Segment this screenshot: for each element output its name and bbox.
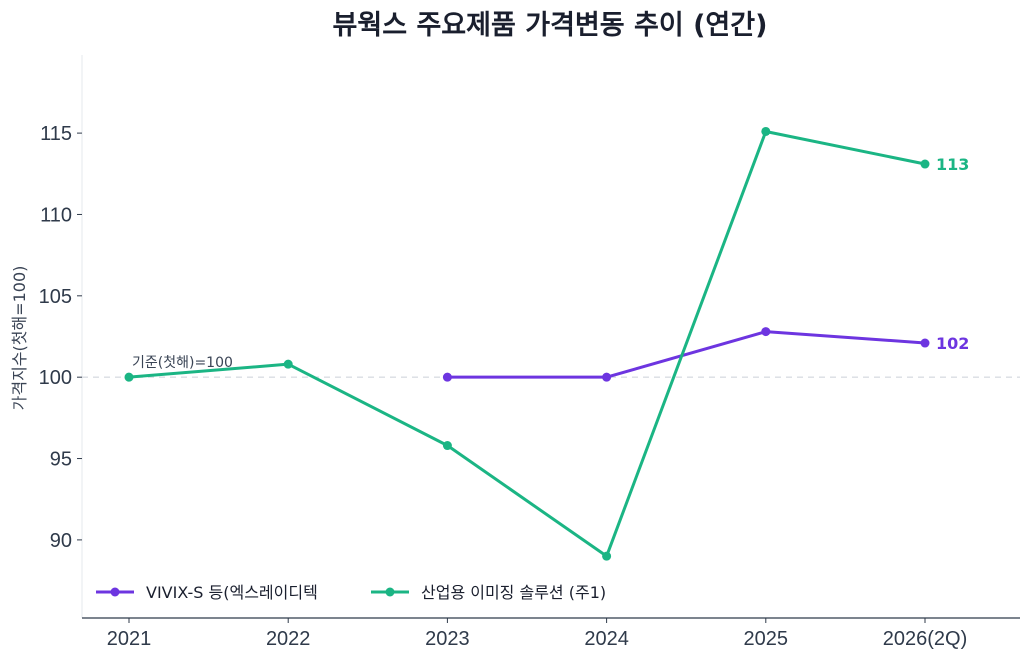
series-line [128,129,926,558]
legend-label: 산업용 이미징 솔루션 (주1) [421,583,606,602]
x-tick-label: 2025 [744,628,789,650]
x-tick-label: 2024 [584,628,629,650]
data-point [442,372,452,382]
y-tick-label: 90 [50,530,72,552]
baseline-annotation: 기준(첫해)=100 [132,355,233,371]
axes: 90 95 100 105 110 115 2021 2022 2023 2024 2025 2026… [39,55,1020,650]
x-tick-label: 2022 [266,628,311,650]
legend-swatch-marker [385,587,395,597]
series-line [447,330,926,379]
y-tick-label: 115 [40,123,72,145]
data-point [920,338,930,348]
y-tick-label: 110 [40,204,72,226]
data-point [124,372,134,382]
series-2: 113 [124,126,969,561]
chart-title: 뷰웍스 주요제품 가격변동 추이 (연간) [333,10,768,41]
data-point [602,372,612,382]
y-tick-label: 95 [50,449,72,471]
end-value-label: 113 [936,155,969,174]
x-tick-label: 2021 [107,628,152,650]
y-axis-label: 가격지수(첫해=100) [10,266,29,411]
x-tick-label: 2026(2Q) [883,628,968,650]
data-point [602,551,612,561]
data-point [761,126,771,136]
legend-entry-1: VIVIX-S 등(엑스레이디텍 [96,583,318,602]
data-point [920,159,930,169]
end-value-label: 102 [936,334,969,353]
series-layer: 102 113 [124,126,969,561]
data-point [442,441,452,451]
y-tick-label: 105 [39,286,72,308]
legend: VIVIX-S 등(엑스레이디텍 산업용 이미징 솔루션 (주1) [96,583,606,602]
data-point [283,359,293,369]
y-tick-label: 100 [39,367,72,389]
legend-label: VIVIX-S 등(엑스레이디텍 [146,583,318,602]
legend-swatch-marker [110,587,120,597]
x-tick-label: 2023 [425,628,470,650]
data-point [761,327,771,337]
legend-entry-2: 산업용 이미징 솔루션 (주1) [371,583,606,602]
series-1: 102 [442,327,969,382]
